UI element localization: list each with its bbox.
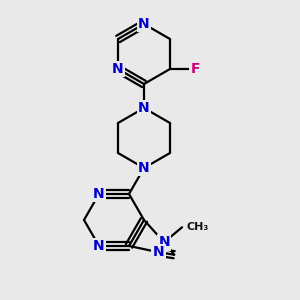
Text: F: F [191,62,200,76]
Text: N: N [112,62,124,76]
Text: N: N [138,101,150,115]
Text: N: N [158,235,170,249]
Text: N: N [93,187,105,201]
Text: N: N [138,161,150,175]
Text: CH₃: CH₃ [187,222,209,232]
Text: N: N [138,17,150,31]
Text: N: N [152,245,164,259]
Text: N: N [93,239,105,253]
